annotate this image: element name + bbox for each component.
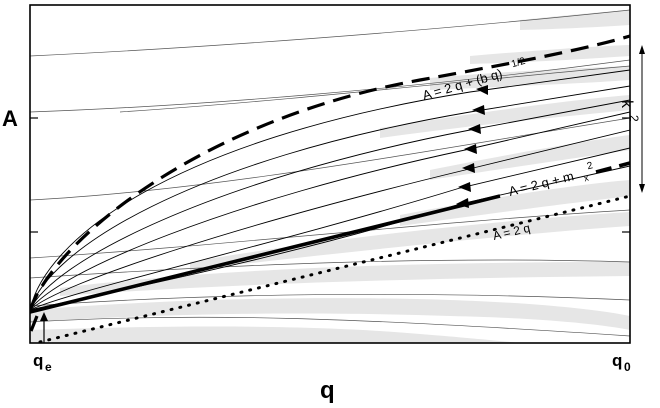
trajectory (30, 129, 630, 311)
origin-dash (30, 315, 39, 332)
mid-curve-label-sub: x (583, 173, 590, 184)
band (380, 95, 630, 138)
qe-arrow (40, 312, 48, 343)
y-ticks (30, 117, 630, 233)
trajectory (30, 111, 630, 311)
x-axis-label: q (320, 377, 335, 404)
arrow (458, 182, 471, 192)
x-tick-end: q 0 (612, 351, 631, 374)
band (400, 180, 630, 226)
mid-curve-label-exp: 2 (586, 160, 594, 172)
arrow (464, 144, 477, 154)
trajectory (30, 69, 630, 311)
x-tick-start-sub: e (45, 360, 52, 374)
band (60, 262, 630, 296)
arrow (468, 124, 481, 134)
field-lines (30, 9, 630, 337)
arrow (462, 163, 475, 173)
band (30, 326, 520, 343)
x-tick-start-base: q (33, 351, 43, 370)
trajectory (30, 99, 630, 311)
k-exp: 2 (627, 115, 641, 122)
solid-line-dashed-extension (595, 161, 630, 174)
band (190, 212, 630, 270)
band (520, 10, 630, 30)
trajectory-fan (30, 69, 630, 311)
k-squared-label: k 2 (618, 96, 643, 122)
arrow (472, 105, 485, 115)
k-squared-double-arrow (639, 45, 645, 193)
upper-dashed-curve (30, 34, 630, 311)
band (430, 66, 630, 90)
x-tick-end-base: q (612, 351, 622, 370)
arrow (476, 85, 488, 95)
band (430, 135, 630, 180)
trajectory (30, 147, 630, 311)
y-axis-label: A (2, 106, 18, 131)
upper-curve-label-exp: 1/2 (510, 56, 527, 71)
solid-thick-line (30, 194, 501, 314)
x-tick-end-sub: 0 (624, 360, 631, 374)
x-tick-start: q e (33, 351, 52, 374)
plot-frame (29, 4, 631, 344)
dotted-line (38, 194, 630, 343)
k-label: k (618, 100, 635, 109)
